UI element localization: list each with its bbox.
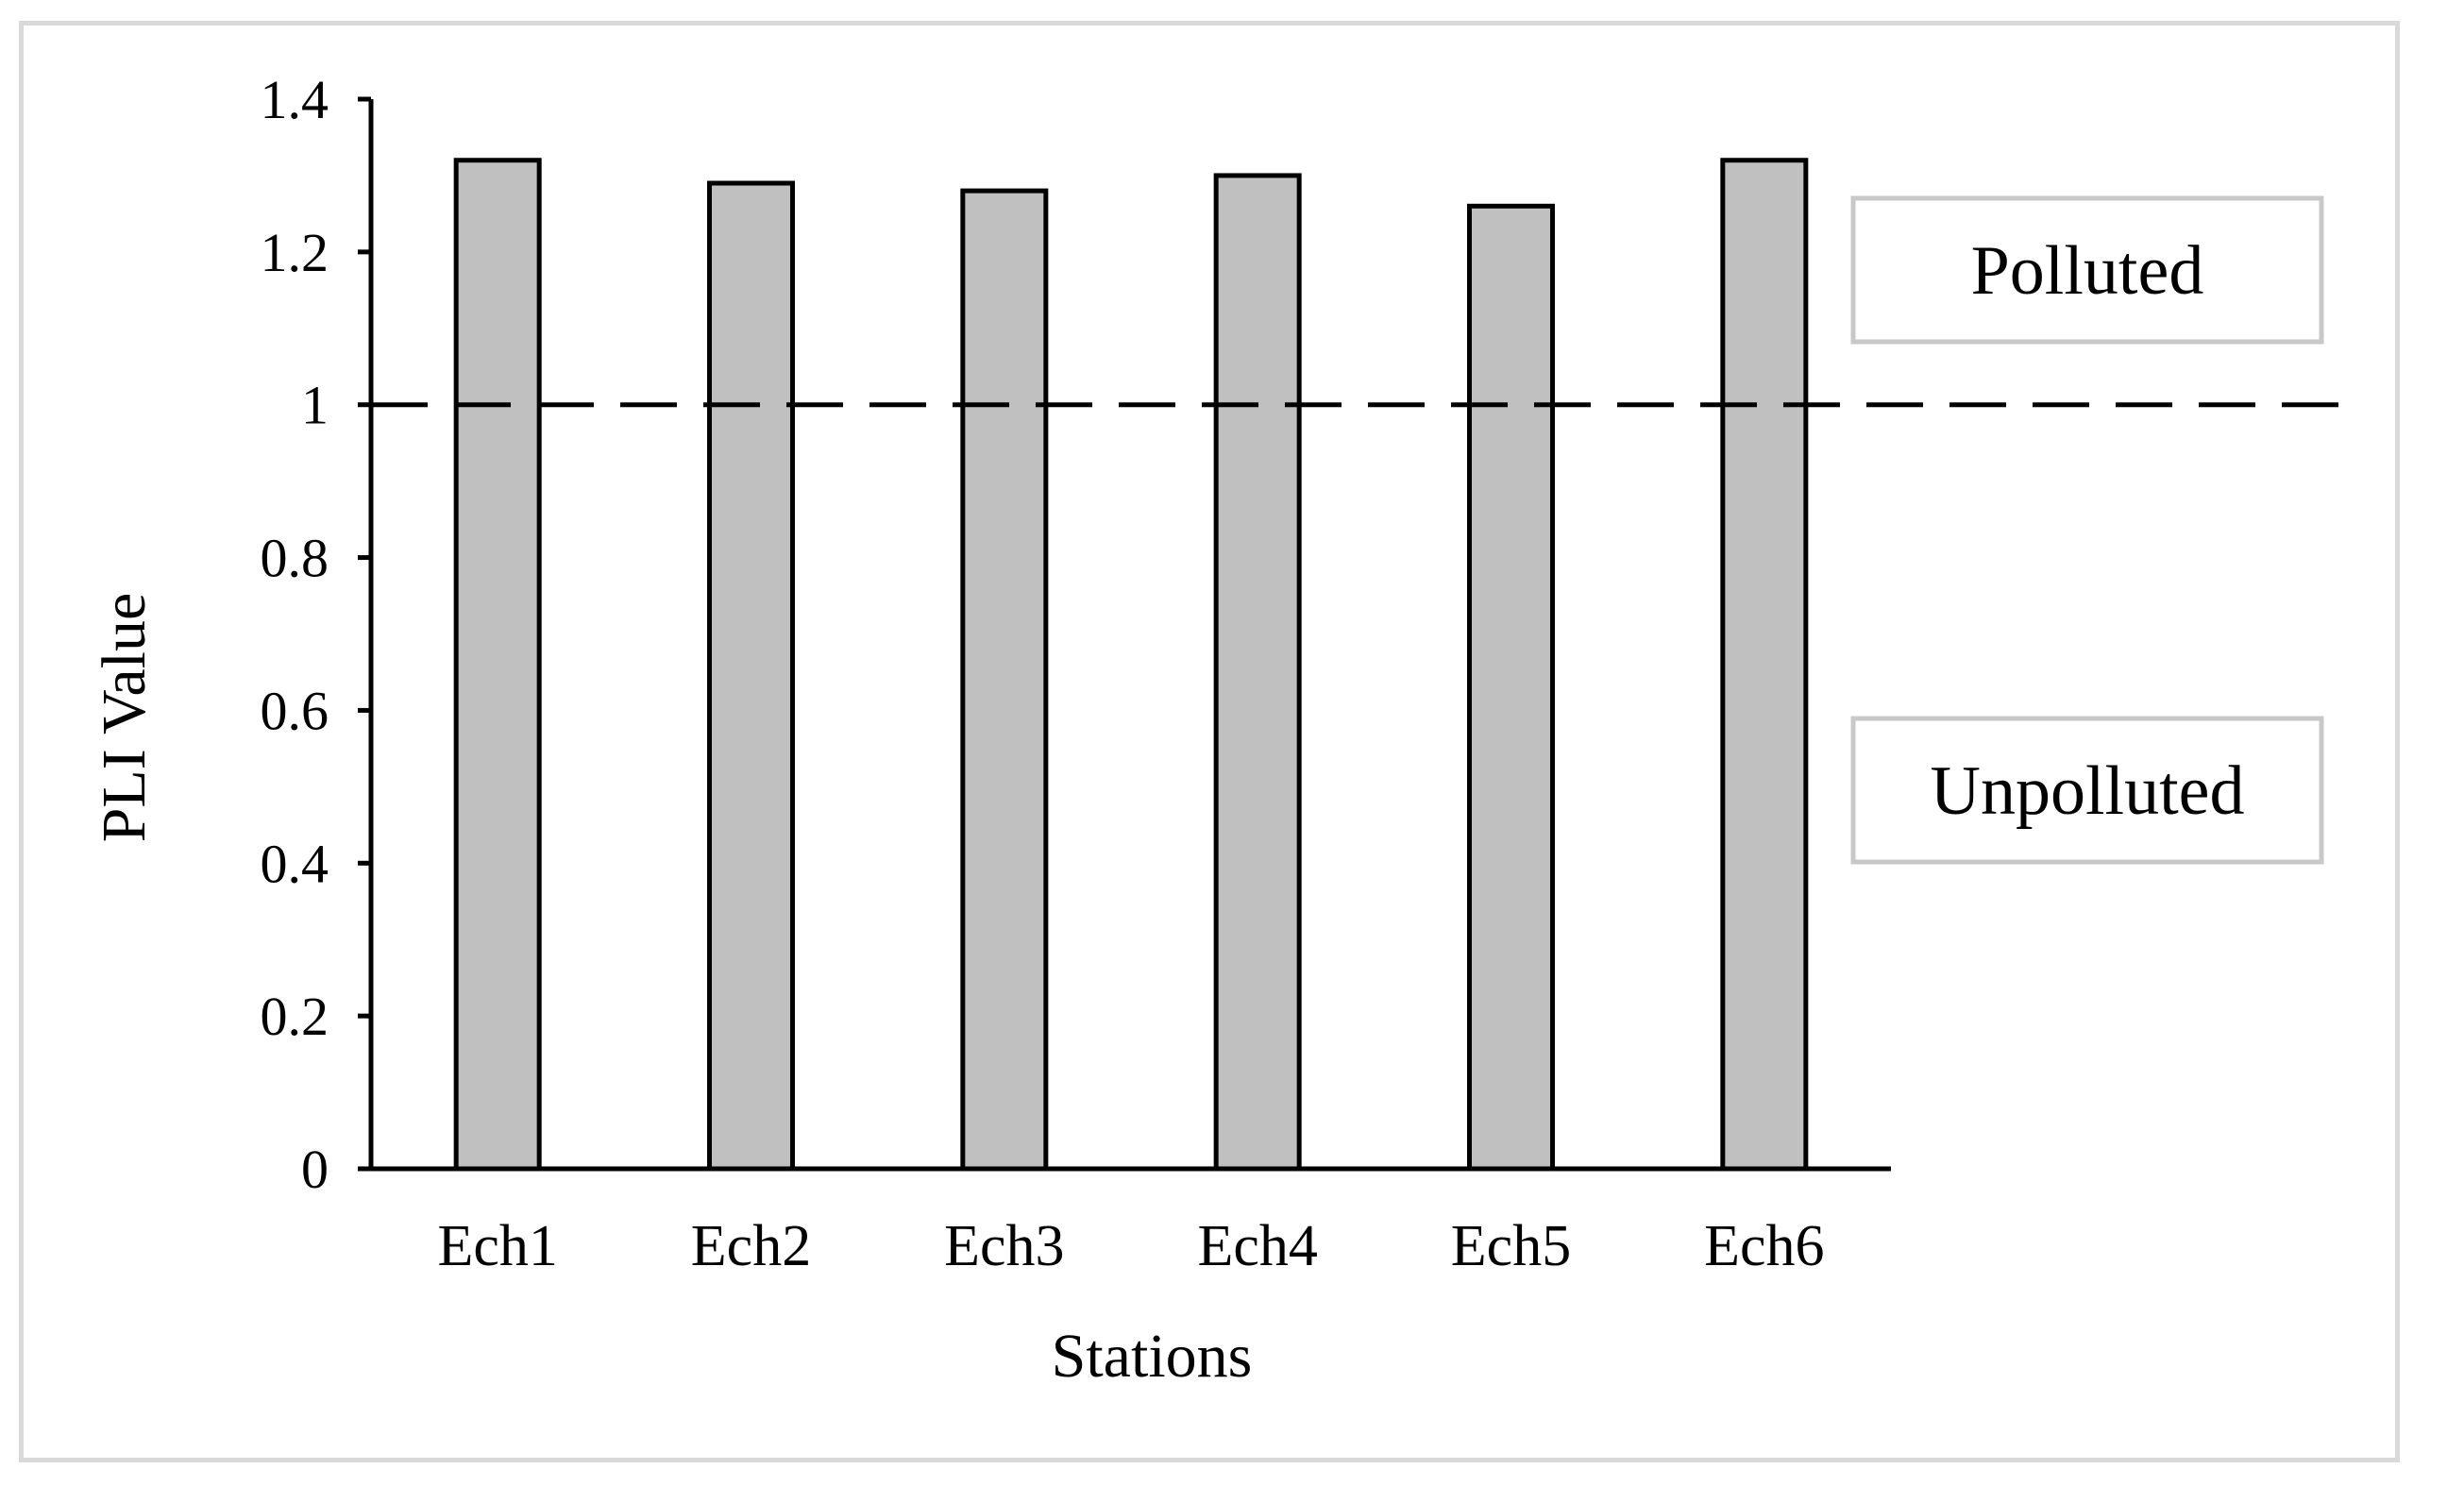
polluted-zone-box: [1850, 195, 2324, 345]
x-labels-group: Ech1 Ech2 Ech3 Ech4 Ech5 Ech6: [437, 1214, 1824, 1278]
unpolluted-zone-box: [1850, 716, 2324, 865]
polluted-zone-label: Polluted: [1971, 232, 2204, 310]
y-tick-label: 0.2: [261, 986, 329, 1047]
unpolluted-zone-label: Unpolluted: [1931, 752, 2245, 830]
y-tick-label: 0.6: [261, 680, 329, 741]
bar-ech1: [453, 158, 542, 1172]
x-tick-label: Ech2: [691, 1214, 811, 1278]
y-axis-title: PLI Value: [90, 593, 159, 843]
x-tick-label: Ech5: [1451, 1214, 1571, 1278]
y-tick-label: 0.8: [261, 528, 329, 589]
x-tick-label: Ech1: [437, 1214, 557, 1278]
y-tick-label: 1: [301, 375, 329, 436]
y-tick-label: 0: [301, 1139, 329, 1200]
bars-group: [453, 158, 1809, 1172]
y-tick-label: 0.4: [261, 833, 329, 894]
x-tick-label: Ech4: [1197, 1214, 1317, 1278]
bar-ech4: [1213, 173, 1302, 1172]
bar-ech6: [1720, 158, 1809, 1172]
y-ticks-group: 0 0.2 0.4 0.6 0.8 1 1.2 1.4: [261, 69, 371, 1200]
x-axis-title: Stations: [1052, 1322, 1253, 1391]
y-tick-label: 1.2: [261, 222, 329, 283]
bar-ech2: [707, 180, 795, 1172]
x-tick-label: Ech6: [1704, 1214, 1824, 1278]
bar-ech3: [960, 188, 1049, 1172]
bar-ech5: [1467, 203, 1555, 1172]
x-tick-label: Ech3: [944, 1214, 1064, 1278]
y-tick-label: 1.4: [261, 69, 329, 130]
